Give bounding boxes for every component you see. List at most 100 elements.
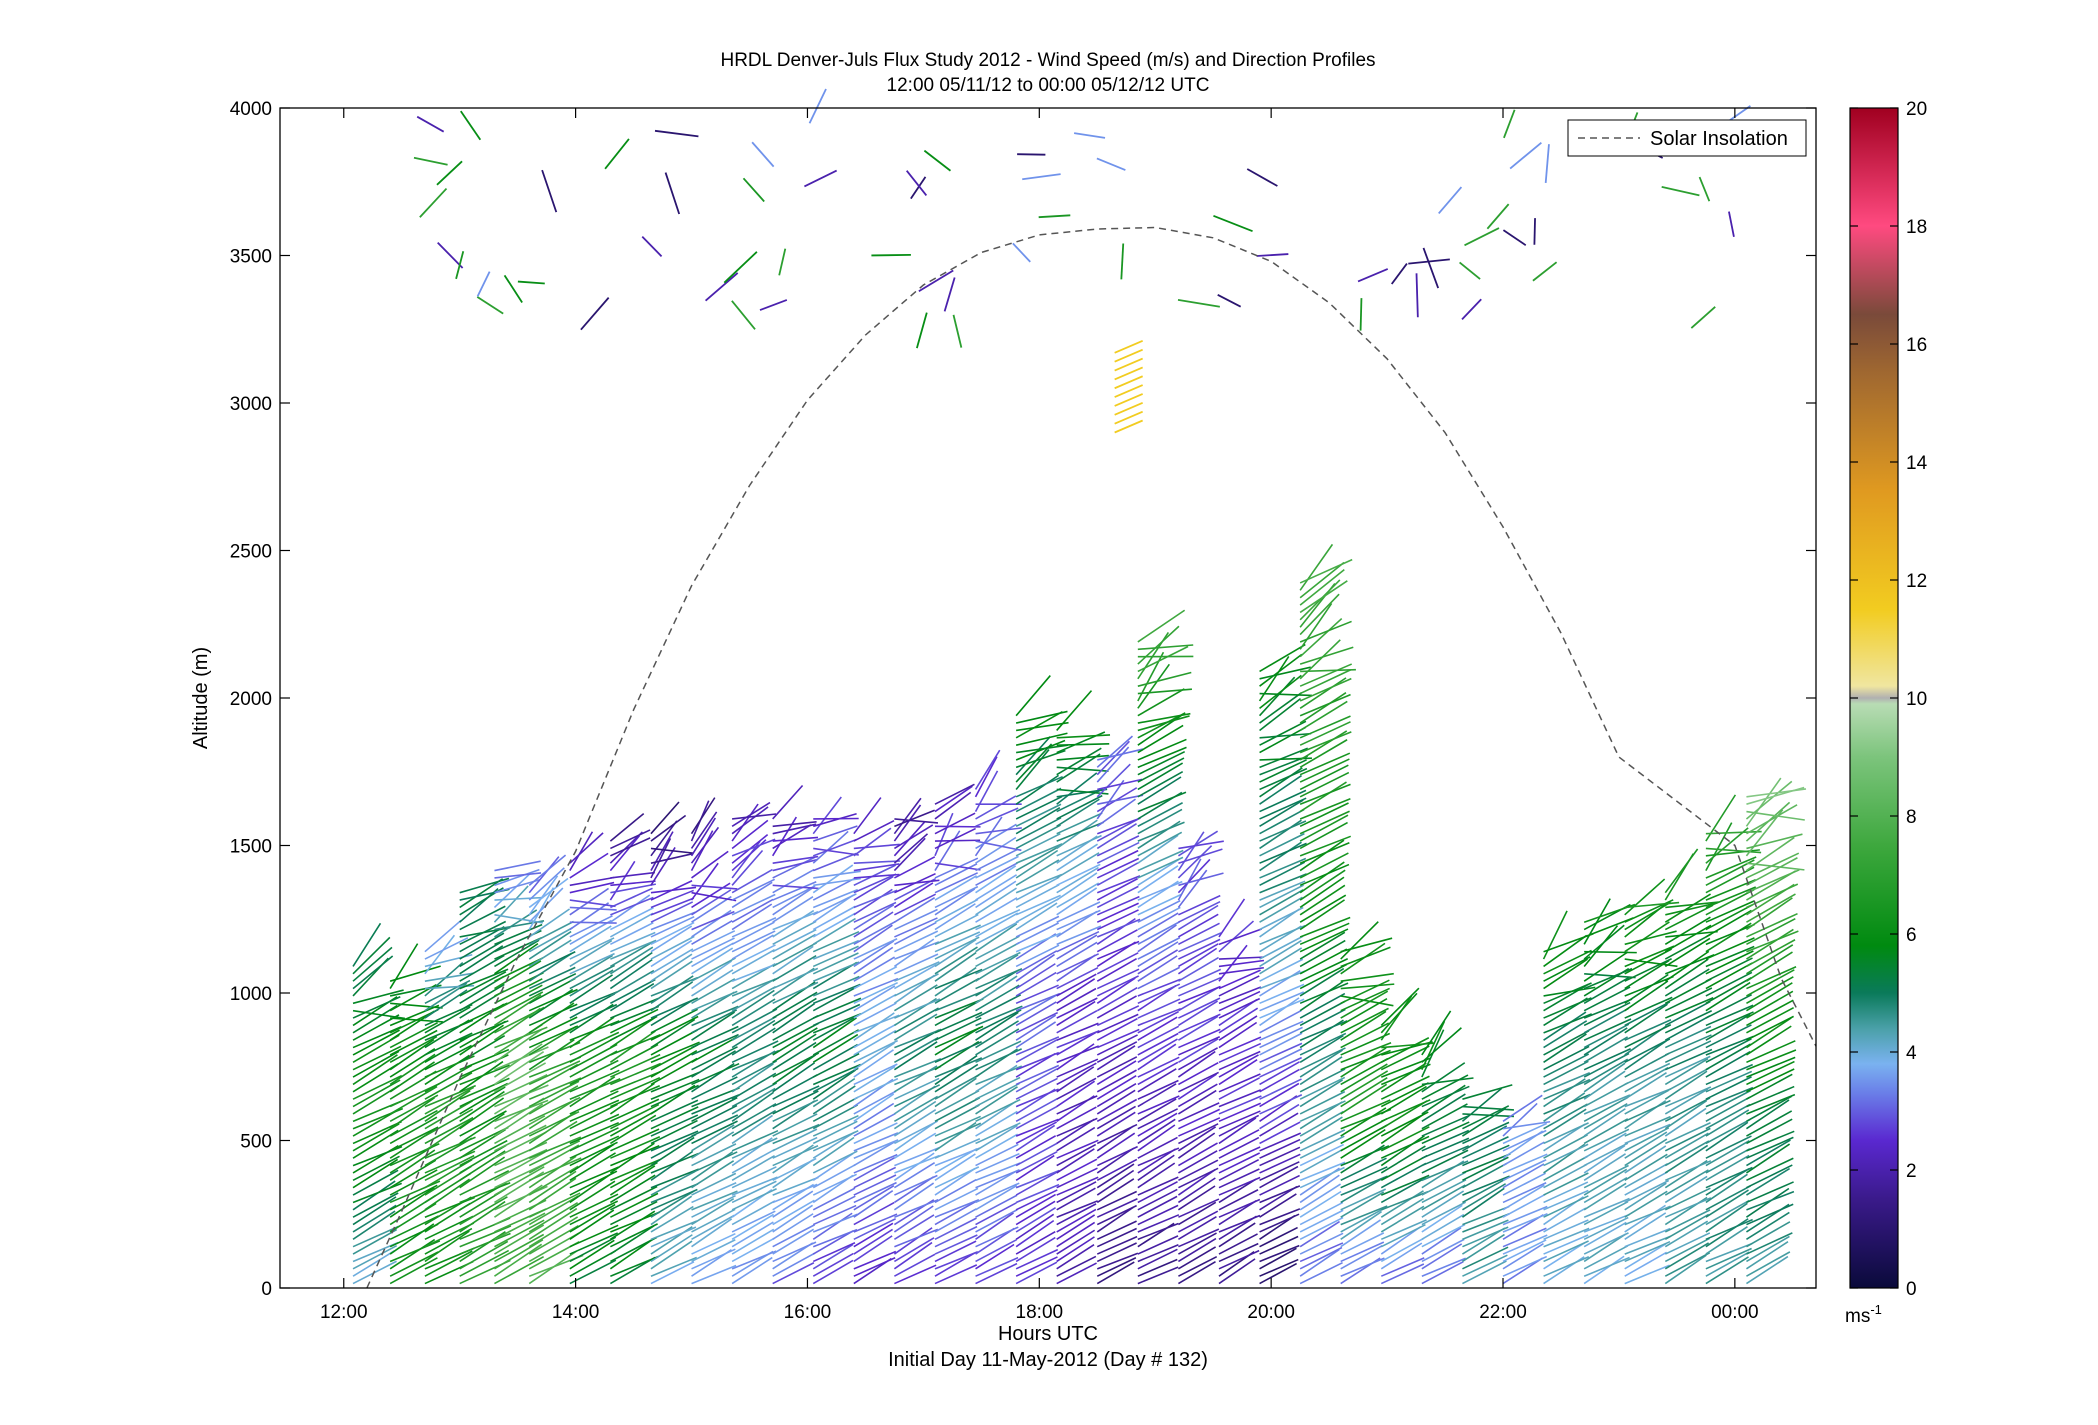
wind-barb [459,1110,507,1137]
wind-barb [772,884,819,890]
wind-barb [610,1200,658,1226]
wind-barb [1380,1162,1427,1189]
wind-barb [1096,1056,1138,1078]
wind-barb [1664,1067,1710,1093]
wind-barb [1015,1105,1058,1130]
wind-barb [1015,994,1058,1019]
wind-barb [1299,558,1353,584]
wind-barb [389,1116,438,1145]
wind-barb [1096,157,1126,171]
wind-barb [1096,1227,1137,1248]
wind-barb [1624,1264,1670,1285]
wind-barb [1380,1135,1425,1167]
wind-barb [1664,904,1714,931]
wind-barb [934,812,954,857]
wind-barb [975,887,1017,916]
wind-barb [1137,625,1180,665]
wind-barb [1380,1174,1430,1196]
wind-barb [1178,1071,1219,1093]
wind-barb [1464,227,1500,247]
wind-barb [1022,173,1061,181]
wind-barb [1218,1258,1256,1285]
wind-barb [812,1052,860,1078]
wind-barb [893,1041,938,1071]
wind-barb [424,979,471,1005]
wind-barb [934,791,972,820]
wind-barb [1015,843,1063,864]
wind-barb [934,1089,980,1115]
wind-barb [1299,721,1351,746]
wind-barb [1583,1103,1628,1130]
wind-barb [650,1240,693,1270]
wind-barb [459,1024,504,1056]
wind-barb [650,847,694,854]
wind-barb [691,1009,738,1034]
wind-barb [772,836,819,842]
wind-barb [853,888,893,916]
wind-barb [1421,1243,1463,1270]
wind-barb [1096,1105,1136,1130]
wind-profile [609,812,662,1285]
wind-barb [1665,954,1715,975]
wind-barb [975,874,1017,901]
wind-barb [1340,983,1395,990]
wind-barb [1664,1107,1707,1137]
wind-barb [1340,1166,1388,1189]
wind-barb [731,881,773,909]
wind-barb [1746,1073,1793,1100]
wind-barb [650,820,678,857]
wind-barb [569,1078,621,1100]
wind-barb [1114,393,1144,407]
wind-barb [731,903,773,931]
wind-barb [1624,1072,1667,1100]
wind-barb [812,888,859,909]
wind-barb [1299,842,1350,864]
wind-barb [1665,901,1719,909]
wind-barb [1459,261,1481,280]
wind-barb [772,942,818,968]
wind-barb [934,991,983,1012]
wind-barb [1177,1177,1216,1204]
wind-barb [1096,746,1130,783]
wind-barb [1299,899,1345,931]
wind-barb [1015,915,1060,938]
wind-barb [1299,1232,1344,1255]
wind-barb [1380,1085,1427,1115]
wind-barb [1421,1227,1462,1255]
wind-barb [569,1152,616,1182]
wind-barb [1015,1142,1058,1167]
wind-barb [1015,787,1062,813]
wind-barb [1259,697,1302,732]
wind-barb [772,1041,817,1071]
wind-barb [772,821,817,828]
wind-barb [390,1002,443,1009]
wind-barb [476,296,504,315]
chart-subtitle: 12:00 05/11/12 to 00:00 05/12/12 UTC [887,75,1210,96]
wind-barb [610,978,656,1005]
wind-barb [853,1077,899,1100]
wind-barb [424,1215,474,1241]
wind-barb [1218,1249,1260,1270]
wind-barb [1259,1208,1301,1226]
wind-barb [1502,1102,1538,1137]
wind-barb [1218,969,1261,990]
wind-barb [934,1137,981,1159]
wind-barb [691,1033,739,1056]
colorbar-tick-label: 18 [1906,217,1927,238]
wind-barb [1299,852,1349,879]
wind-barb [528,1192,581,1218]
wind-barb [1015,1169,1060,1189]
wind-barb [494,1084,549,1108]
wind-barb [650,1183,699,1204]
wind-barb [975,1020,1019,1049]
wind-barb [731,1180,777,1204]
wind-barb [459,1034,506,1064]
wind-barb [1299,963,1348,990]
wind-barb [772,1224,816,1248]
wind-barb [934,1198,980,1218]
wind-barb [1096,779,1125,820]
wind-barb [569,1232,619,1255]
wind-barb [1299,783,1351,805]
wind-barb [1705,909,1752,938]
wind-barb [804,169,838,188]
